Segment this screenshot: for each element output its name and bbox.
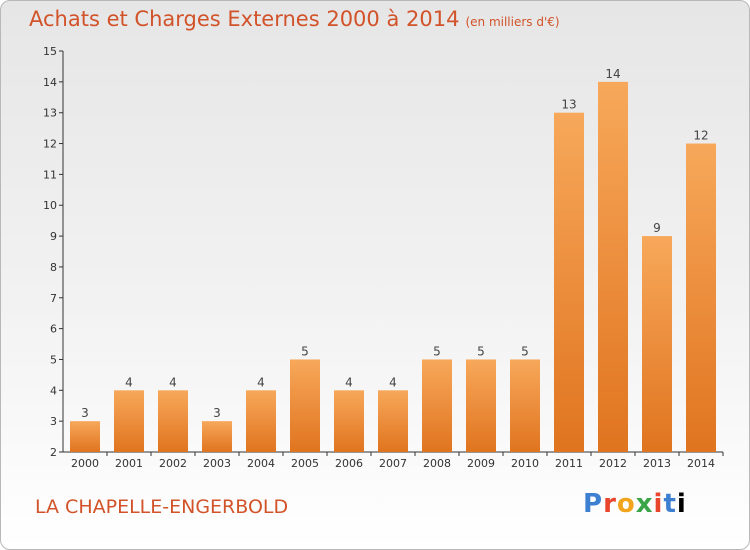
bar bbox=[598, 81, 628, 452]
data-label: 12 bbox=[693, 129, 708, 143]
y-tick-label: 5 bbox=[50, 353, 57, 366]
bar bbox=[202, 421, 232, 452]
chart-title: Achats et Charges Externes 2000 à 2014 (e… bbox=[29, 7, 560, 31]
y-tick-label: 14 bbox=[43, 76, 57, 89]
data-label: 9 bbox=[653, 221, 661, 235]
y-tick-label: 4 bbox=[50, 384, 57, 397]
bar bbox=[334, 390, 364, 452]
bar bbox=[70, 421, 100, 452]
x-tick-label: 2011 bbox=[555, 457, 583, 470]
logo-letter: o bbox=[616, 489, 636, 519]
x-tick-label: 2003 bbox=[203, 457, 231, 470]
bar bbox=[114, 390, 144, 452]
x-tick-label: 2007 bbox=[379, 457, 407, 470]
x-tick-label: 2000 bbox=[71, 457, 99, 470]
data-label: 5 bbox=[521, 344, 529, 358]
logo-letter: x bbox=[635, 489, 654, 519]
y-tick-label: 13 bbox=[43, 107, 57, 120]
data-label: 3 bbox=[81, 406, 89, 420]
logo-letter: P bbox=[583, 489, 604, 519]
y-tick-label: 11 bbox=[43, 168, 57, 181]
chart-title-text: Achats et Charges Externes 2000 à 2014 bbox=[29, 7, 460, 31]
y-tick-label: 9 bbox=[50, 230, 57, 243]
y-tick-label: 15 bbox=[43, 45, 57, 58]
x-tick-label: 2004 bbox=[247, 457, 275, 470]
chart-subtitle: (en milliers d'€) bbox=[465, 15, 560, 29]
data-label: 4 bbox=[257, 375, 265, 389]
x-tick-label: 2002 bbox=[159, 457, 187, 470]
logo-letter: i bbox=[653, 489, 664, 519]
data-label: 4 bbox=[389, 375, 397, 389]
y-tick-label: 2 bbox=[50, 446, 57, 459]
logo-letter: i bbox=[676, 489, 687, 519]
bar bbox=[158, 390, 188, 452]
y-tick-label: 10 bbox=[43, 199, 57, 212]
bar bbox=[686, 143, 716, 453]
bar bbox=[642, 236, 672, 452]
x-tick-label: 2008 bbox=[423, 457, 451, 470]
commune-name: LA CHAPELLE-ENGERBOLD bbox=[35, 496, 289, 518]
data-label: 4 bbox=[125, 375, 133, 389]
data-label: 4 bbox=[169, 375, 177, 389]
bar bbox=[466, 359, 496, 452]
x-tick-label: 2001 bbox=[115, 457, 143, 470]
data-label: 5 bbox=[301, 344, 309, 358]
data-label: 3 bbox=[213, 406, 221, 420]
bar bbox=[510, 359, 540, 452]
y-tick-label: 7 bbox=[50, 292, 57, 305]
data-label: 13 bbox=[561, 98, 576, 112]
x-tick-label: 2009 bbox=[467, 457, 495, 470]
data-label: 5 bbox=[433, 344, 441, 358]
data-label: 4 bbox=[345, 375, 353, 389]
y-tick-label: 8 bbox=[50, 261, 57, 274]
bar bbox=[246, 390, 276, 452]
y-tick-label: 12 bbox=[43, 138, 57, 151]
y-tick-label: 3 bbox=[50, 415, 57, 428]
bar bbox=[554, 112, 584, 452]
x-tick-label: 2010 bbox=[511, 457, 539, 470]
bar bbox=[290, 359, 320, 452]
bar bbox=[422, 359, 452, 452]
x-tick-label: 2012 bbox=[599, 457, 627, 470]
data-label: 14 bbox=[605, 67, 620, 81]
data-label: 5 bbox=[477, 344, 485, 358]
proxiti-logo: Proxiti bbox=[583, 489, 687, 519]
x-tick-label: 2013 bbox=[643, 457, 671, 470]
x-tick-label: 2006 bbox=[335, 457, 363, 470]
logo-letter: t bbox=[663, 489, 677, 519]
x-tick-label: 2014 bbox=[687, 457, 715, 470]
logo-letter: r bbox=[603, 489, 617, 519]
x-tick-label: 2005 bbox=[291, 457, 319, 470]
y-tick-label: 6 bbox=[50, 323, 57, 336]
bar bbox=[378, 390, 408, 452]
